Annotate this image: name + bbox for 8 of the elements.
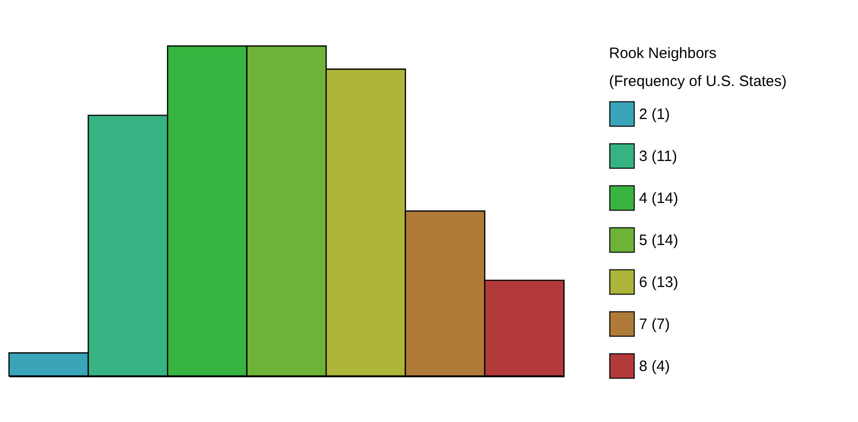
legend-label: 5 (14) xyxy=(639,232,678,249)
legend-label: 2 (1) xyxy=(639,106,670,123)
legend-title: Rook Neighbors (Frequency of U.S. States) xyxy=(609,45,787,90)
legend-label: 7 (7) xyxy=(639,316,670,333)
legend-label: 8 (4) xyxy=(639,358,670,375)
legend-label: 6 (13) xyxy=(639,274,678,291)
legend-label: 3 (11) xyxy=(639,148,678,165)
legend-label: 4 (14) xyxy=(639,190,678,207)
